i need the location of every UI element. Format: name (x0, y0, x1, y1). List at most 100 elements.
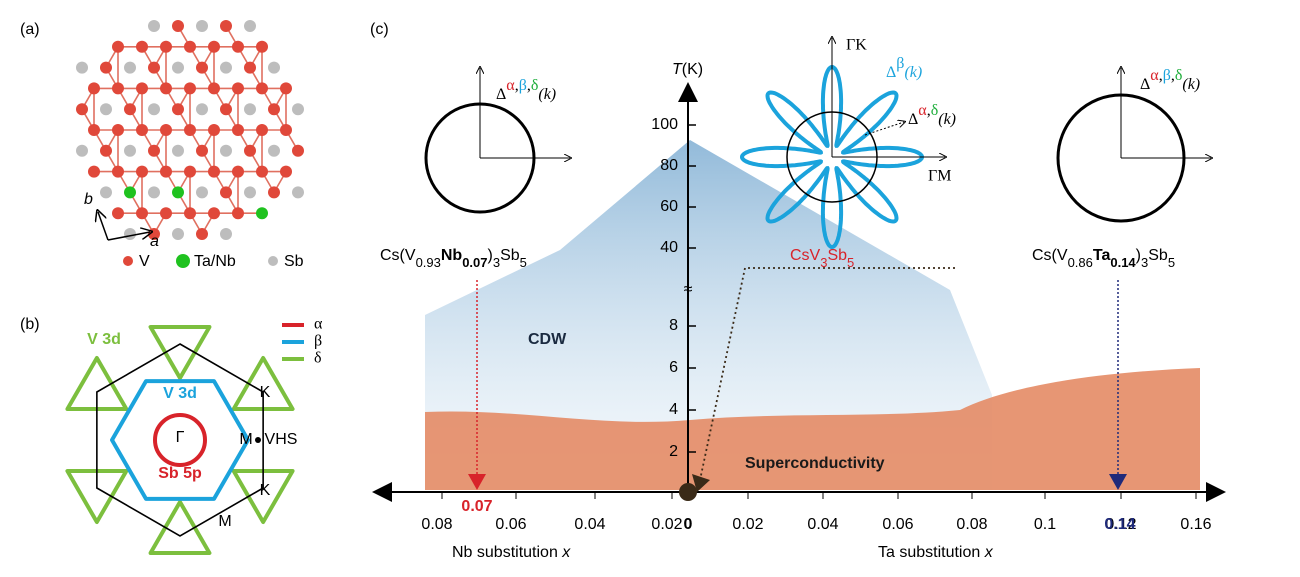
gap-label-part: (k) (904, 64, 922, 81)
v-atom (88, 165, 100, 178)
pointer (699, 267, 955, 481)
v-atom (184, 165, 196, 178)
gap-label: Δα,β,δ(k) (1140, 67, 1200, 93)
legend-label: β (314, 333, 322, 350)
v-atom (184, 40, 196, 53)
sb-atom (220, 228, 232, 240)
gap-label-part: α (1150, 67, 1159, 84)
x-axis-title-part: Nb substitution (452, 544, 562, 561)
x-tick-label: 0.04 (574, 516, 605, 533)
panel-a: (a) b aV Ta/Nb Sb (20, 20, 304, 270)
v-atom (280, 165, 292, 178)
v-atom (256, 40, 268, 53)
y-tick-label: 80 (660, 157, 678, 174)
v-atom (268, 103, 280, 116)
v-atom (196, 228, 208, 240)
k-label: ΓK (846, 37, 867, 54)
compound-part: 3 (493, 255, 500, 270)
x-axis-title-part: Ta substitution (878, 544, 985, 561)
gap-label-part: Δ (1140, 76, 1150, 93)
beta-gap (739, 64, 924, 250)
sample-head (1109, 474, 1127, 490)
v-atom (88, 124, 100, 136)
gap-label-part: (k) (938, 111, 956, 128)
compound-part: 5 (520, 255, 527, 270)
v-atom (160, 165, 172, 178)
region-label: CDW (528, 331, 567, 348)
alpha-sheet (153, 413, 207, 467)
axis-arrow (98, 212, 109, 241)
v-atom (208, 165, 220, 178)
v-atom (196, 144, 208, 157)
compound-part: Sb (500, 247, 520, 264)
bz-label: V 3d (163, 385, 197, 402)
x-tick-label: 0.04 (807, 516, 838, 533)
gap-label-part: , (527, 77, 531, 94)
x-tick-label: 0.06 (495, 516, 526, 533)
v-atom (136, 124, 148, 136)
v-atom (232, 82, 244, 95)
compound-part: Cs(V (1032, 247, 1068, 264)
v-atom (184, 124, 196, 136)
v-atom (232, 124, 244, 136)
v-atom (160, 82, 172, 95)
v-atom (268, 186, 280, 199)
y-tick-label: 8 (669, 317, 678, 334)
v-atom (148, 61, 160, 74)
y-axis-title-part: (K) (682, 61, 703, 78)
gap-label-part: (k) (538, 86, 556, 103)
v-atom (256, 165, 268, 178)
v-atom (148, 144, 160, 157)
sb-atom (172, 144, 184, 157)
v-atom (220, 186, 232, 199)
compound-part: 3 (820, 255, 827, 270)
compound-part: 5 (1168, 255, 1175, 270)
sc-region (425, 368, 1200, 490)
v-atom (124, 103, 136, 116)
compound-part: Sb (1148, 247, 1168, 264)
v-atom (112, 207, 124, 220)
v-atom (220, 20, 232, 32)
bz-label: K (260, 384, 271, 401)
gap-label-part: Δ (496, 86, 506, 103)
legend-label: Sb (284, 253, 304, 270)
v-atom (112, 82, 124, 95)
bz-label: K (260, 482, 271, 499)
compound-part: 0.93 (416, 255, 441, 270)
v-atom (100, 61, 112, 74)
sb-atom (196, 20, 208, 32)
gap-label-part: α (918, 102, 927, 119)
compound-part: Sb (827, 247, 847, 264)
v-atom (172, 103, 184, 116)
delta-pocket (148, 325, 212, 380)
bz-label: Γ (176, 429, 185, 446)
bz-label: Sb 5p (158, 465, 202, 482)
sb-atom (124, 144, 136, 157)
v-atom (280, 124, 292, 136)
legend-marker (268, 256, 278, 266)
compound-part: ) (1136, 247, 1141, 264)
gap-label-part: Δ (908, 111, 918, 128)
v-atom (256, 82, 268, 95)
v-atom (136, 207, 148, 220)
x-tick-label: 0 (684, 516, 693, 533)
v-atom (184, 82, 196, 95)
y-axis-title: T(K) (672, 61, 703, 78)
legend-marker (123, 256, 133, 266)
bz-label: VHS (265, 431, 298, 448)
legend-label: Ta/Nb (194, 253, 236, 270)
compound: Cs(V0.93Nb0.07)3Sb5 (380, 247, 527, 270)
x-tick-label: 0.08 (421, 516, 452, 533)
sb-atom (100, 186, 112, 199)
compound: Cs(V0.86Ta0.14)3Sb5 (1032, 247, 1175, 270)
compound-part: 0.14 (1110, 255, 1136, 270)
sb-atom (268, 144, 280, 157)
y-tick-label: 40 (660, 239, 678, 256)
gap-label-part: δ (931, 102, 939, 119)
v-atom (196, 61, 208, 74)
v-atom (112, 40, 124, 53)
compound-part: Nb (441, 247, 463, 264)
region-label: Superconductivity (745, 455, 885, 472)
bz-label: M (218, 513, 231, 530)
